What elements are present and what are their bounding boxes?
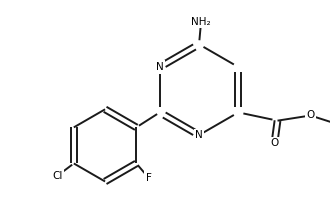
Text: O: O [270,138,279,148]
Text: O: O [306,110,314,121]
Text: Cl: Cl [52,171,62,181]
Text: N: N [195,130,203,140]
Text: F: F [146,173,152,183]
Text: NH₂: NH₂ [191,17,211,27]
Text: N: N [156,62,164,72]
